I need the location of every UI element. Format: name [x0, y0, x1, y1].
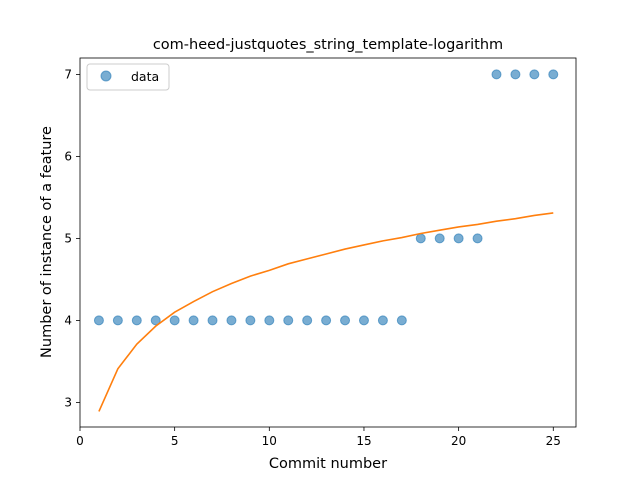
data-point: [434, 233, 445, 244]
data-point: [529, 69, 540, 80]
data-point: [321, 315, 332, 326]
x-tick-label: 0: [76, 434, 84, 448]
chart-title: com-heed-justquotes_string_template-loga…: [153, 37, 503, 53]
data-point: [169, 315, 180, 326]
data-point: [510, 69, 521, 80]
data-point: [150, 315, 161, 326]
data-point: [226, 315, 237, 326]
data-point: [283, 315, 294, 326]
legend-frame: [86, 63, 170, 91]
data-point: [491, 69, 502, 80]
data-point: [358, 315, 369, 326]
y-tick-label: 6: [64, 149, 72, 163]
y-tick-label: 4: [64, 313, 72, 327]
legend-label-data: data: [131, 69, 159, 84]
data-point: [453, 233, 464, 244]
y-tick-label: 5: [64, 231, 72, 245]
x-tick-label: 15: [356, 434, 371, 448]
x-axis-label: Commit number: [269, 456, 387, 472]
y-axis-label: Number of instance of a feature: [39, 126, 55, 358]
x-tick-label: 20: [451, 434, 466, 448]
data-point: [264, 315, 275, 326]
x-tick-label: 5: [171, 434, 179, 448]
plot-area: 0 5 10 15 20 25 3 4 5 6 7: [64, 57, 577, 448]
legend-marker-data: [100, 70, 112, 82]
data-point: [188, 315, 199, 326]
data-point: [302, 315, 313, 326]
data-point: [415, 233, 426, 244]
y-tick-label: 3: [64, 395, 72, 409]
data-point: [93, 315, 104, 326]
axes-frame: [79, 57, 577, 428]
data-point: [207, 315, 218, 326]
y-tick-label: 7: [64, 67, 72, 81]
legend: data: [86, 63, 170, 91]
data-point: [396, 315, 407, 326]
data-point: [112, 315, 123, 326]
x-tick-label: 10: [262, 434, 277, 448]
data-point: [377, 315, 388, 326]
data-point: [340, 315, 351, 326]
data-point: [548, 69, 559, 80]
fit-line: [98, 212, 554, 412]
x-tick-label: 25: [546, 434, 561, 448]
data-point: [131, 315, 142, 326]
data-point: [472, 233, 483, 244]
data-point: [245, 315, 256, 326]
